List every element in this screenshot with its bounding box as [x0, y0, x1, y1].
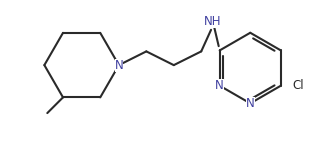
Text: N: N — [215, 79, 224, 92]
Text: Cl: Cl — [293, 79, 304, 92]
Text: N: N — [246, 97, 255, 110]
Text: NH: NH — [204, 15, 222, 29]
Text: N: N — [114, 59, 123, 72]
